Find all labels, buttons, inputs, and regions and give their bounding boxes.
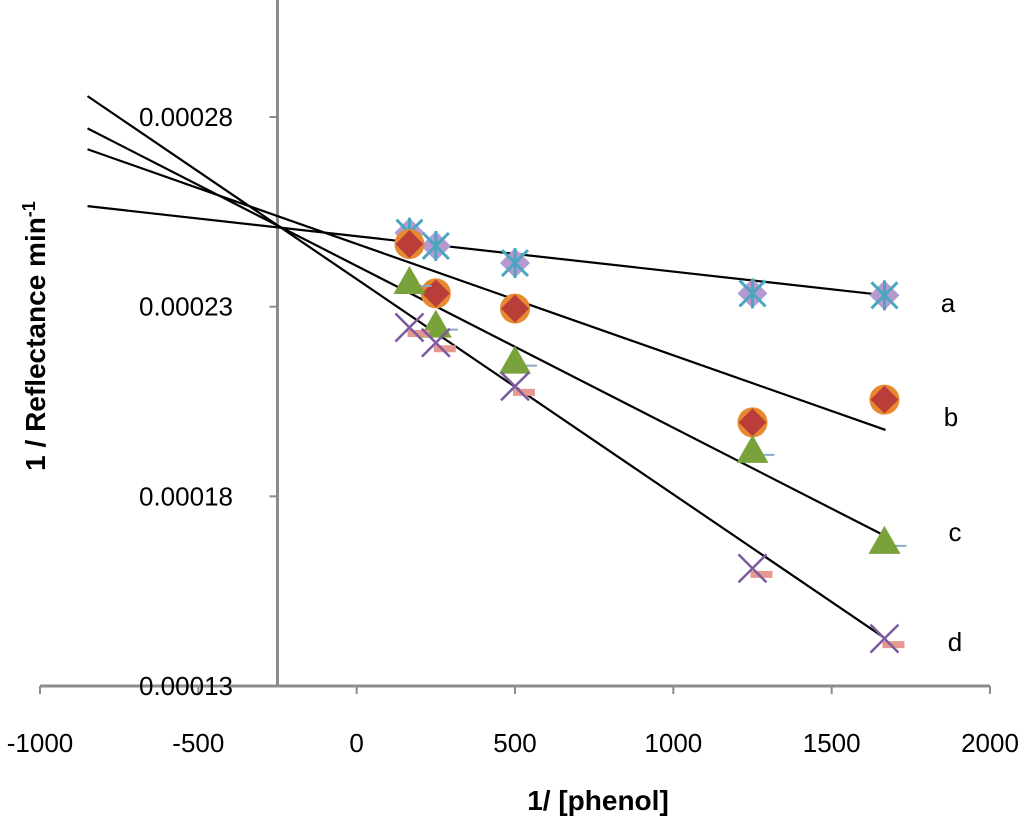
y-axis-title: 1 / Reflectance min-1 — [19, 201, 51, 471]
fit-line-b — [87, 148, 886, 431]
marker-diamond — [395, 230, 424, 259]
y-tick-label: 0.00013 — [139, 671, 233, 701]
data-point-a — [420, 230, 451, 261]
data-point-c — [868, 525, 907, 554]
data-point-d — [420, 327, 456, 358]
y-tick-label: 0.00018 — [139, 481, 233, 511]
data-point-b — [394, 229, 425, 260]
marker-cross-stroke — [420, 327, 451, 358]
marker-cross-stroke — [394, 312, 425, 343]
data-point-a — [869, 280, 900, 311]
data-point-d — [500, 371, 535, 402]
marker-diamond — [738, 408, 767, 437]
y-tick-label: 0.00023 — [139, 292, 233, 322]
marker-triangle — [499, 345, 531, 374]
x-tick-label: 0 — [349, 728, 363, 758]
marker-triangle — [868, 525, 901, 554]
data-point-c — [499, 345, 537, 374]
series-label-d: d — [948, 627, 962, 657]
x-tick-label: 500 — [493, 728, 536, 758]
data-point-a — [737, 278, 768, 309]
marker-diamond — [501, 294, 529, 323]
data-point-d — [737, 553, 773, 584]
data-point-b — [420, 278, 451, 309]
x-tick-label: 2000 — [961, 728, 1019, 758]
marker-cross-stroke — [869, 623, 900, 654]
y-axis-title-main: 1 / Reflectance min — [20, 217, 51, 471]
data-point-b — [737, 407, 768, 438]
series-label-a: a — [941, 288, 956, 318]
data-points — [393, 217, 907, 654]
marker-triangle — [736, 434, 769, 463]
marker-cross-stroke — [500, 371, 530, 402]
labels: a b c d — [941, 288, 962, 657]
fit-line-c — [86, 127, 887, 538]
fit-line-d — [86, 95, 887, 640]
data-point-a — [500, 248, 530, 279]
marker-diamond — [870, 385, 899, 414]
y-axis-title-superscript: -1 — [19, 201, 39, 217]
data-point-b — [869, 384, 900, 415]
marker-triangle — [393, 266, 426, 295]
data-point-d — [869, 623, 905, 654]
marker-cross-stroke — [737, 553, 768, 584]
axes: -1000 -500 0 500 1000 1500 2000 0.00013 0.00018 0… — [7, 0, 1019, 758]
data-point-c — [393, 266, 432, 295]
y-tick-label: 0.00028 — [139, 102, 233, 132]
x-tick-label: -500 — [172, 728, 224, 758]
series-label-b: b — [944, 402, 958, 432]
x-axis-title: 1/ [phenol] — [527, 785, 669, 816]
x-tick-label: 1500 — [803, 728, 861, 758]
data-point-b — [500, 293, 530, 324]
data-point-c — [736, 434, 775, 463]
x-tick-label: -1000 — [7, 728, 74, 758]
fit-lines — [86, 95, 887, 640]
x-tick-label: 1000 — [644, 728, 702, 758]
series-label-c: c — [949, 517, 962, 547]
